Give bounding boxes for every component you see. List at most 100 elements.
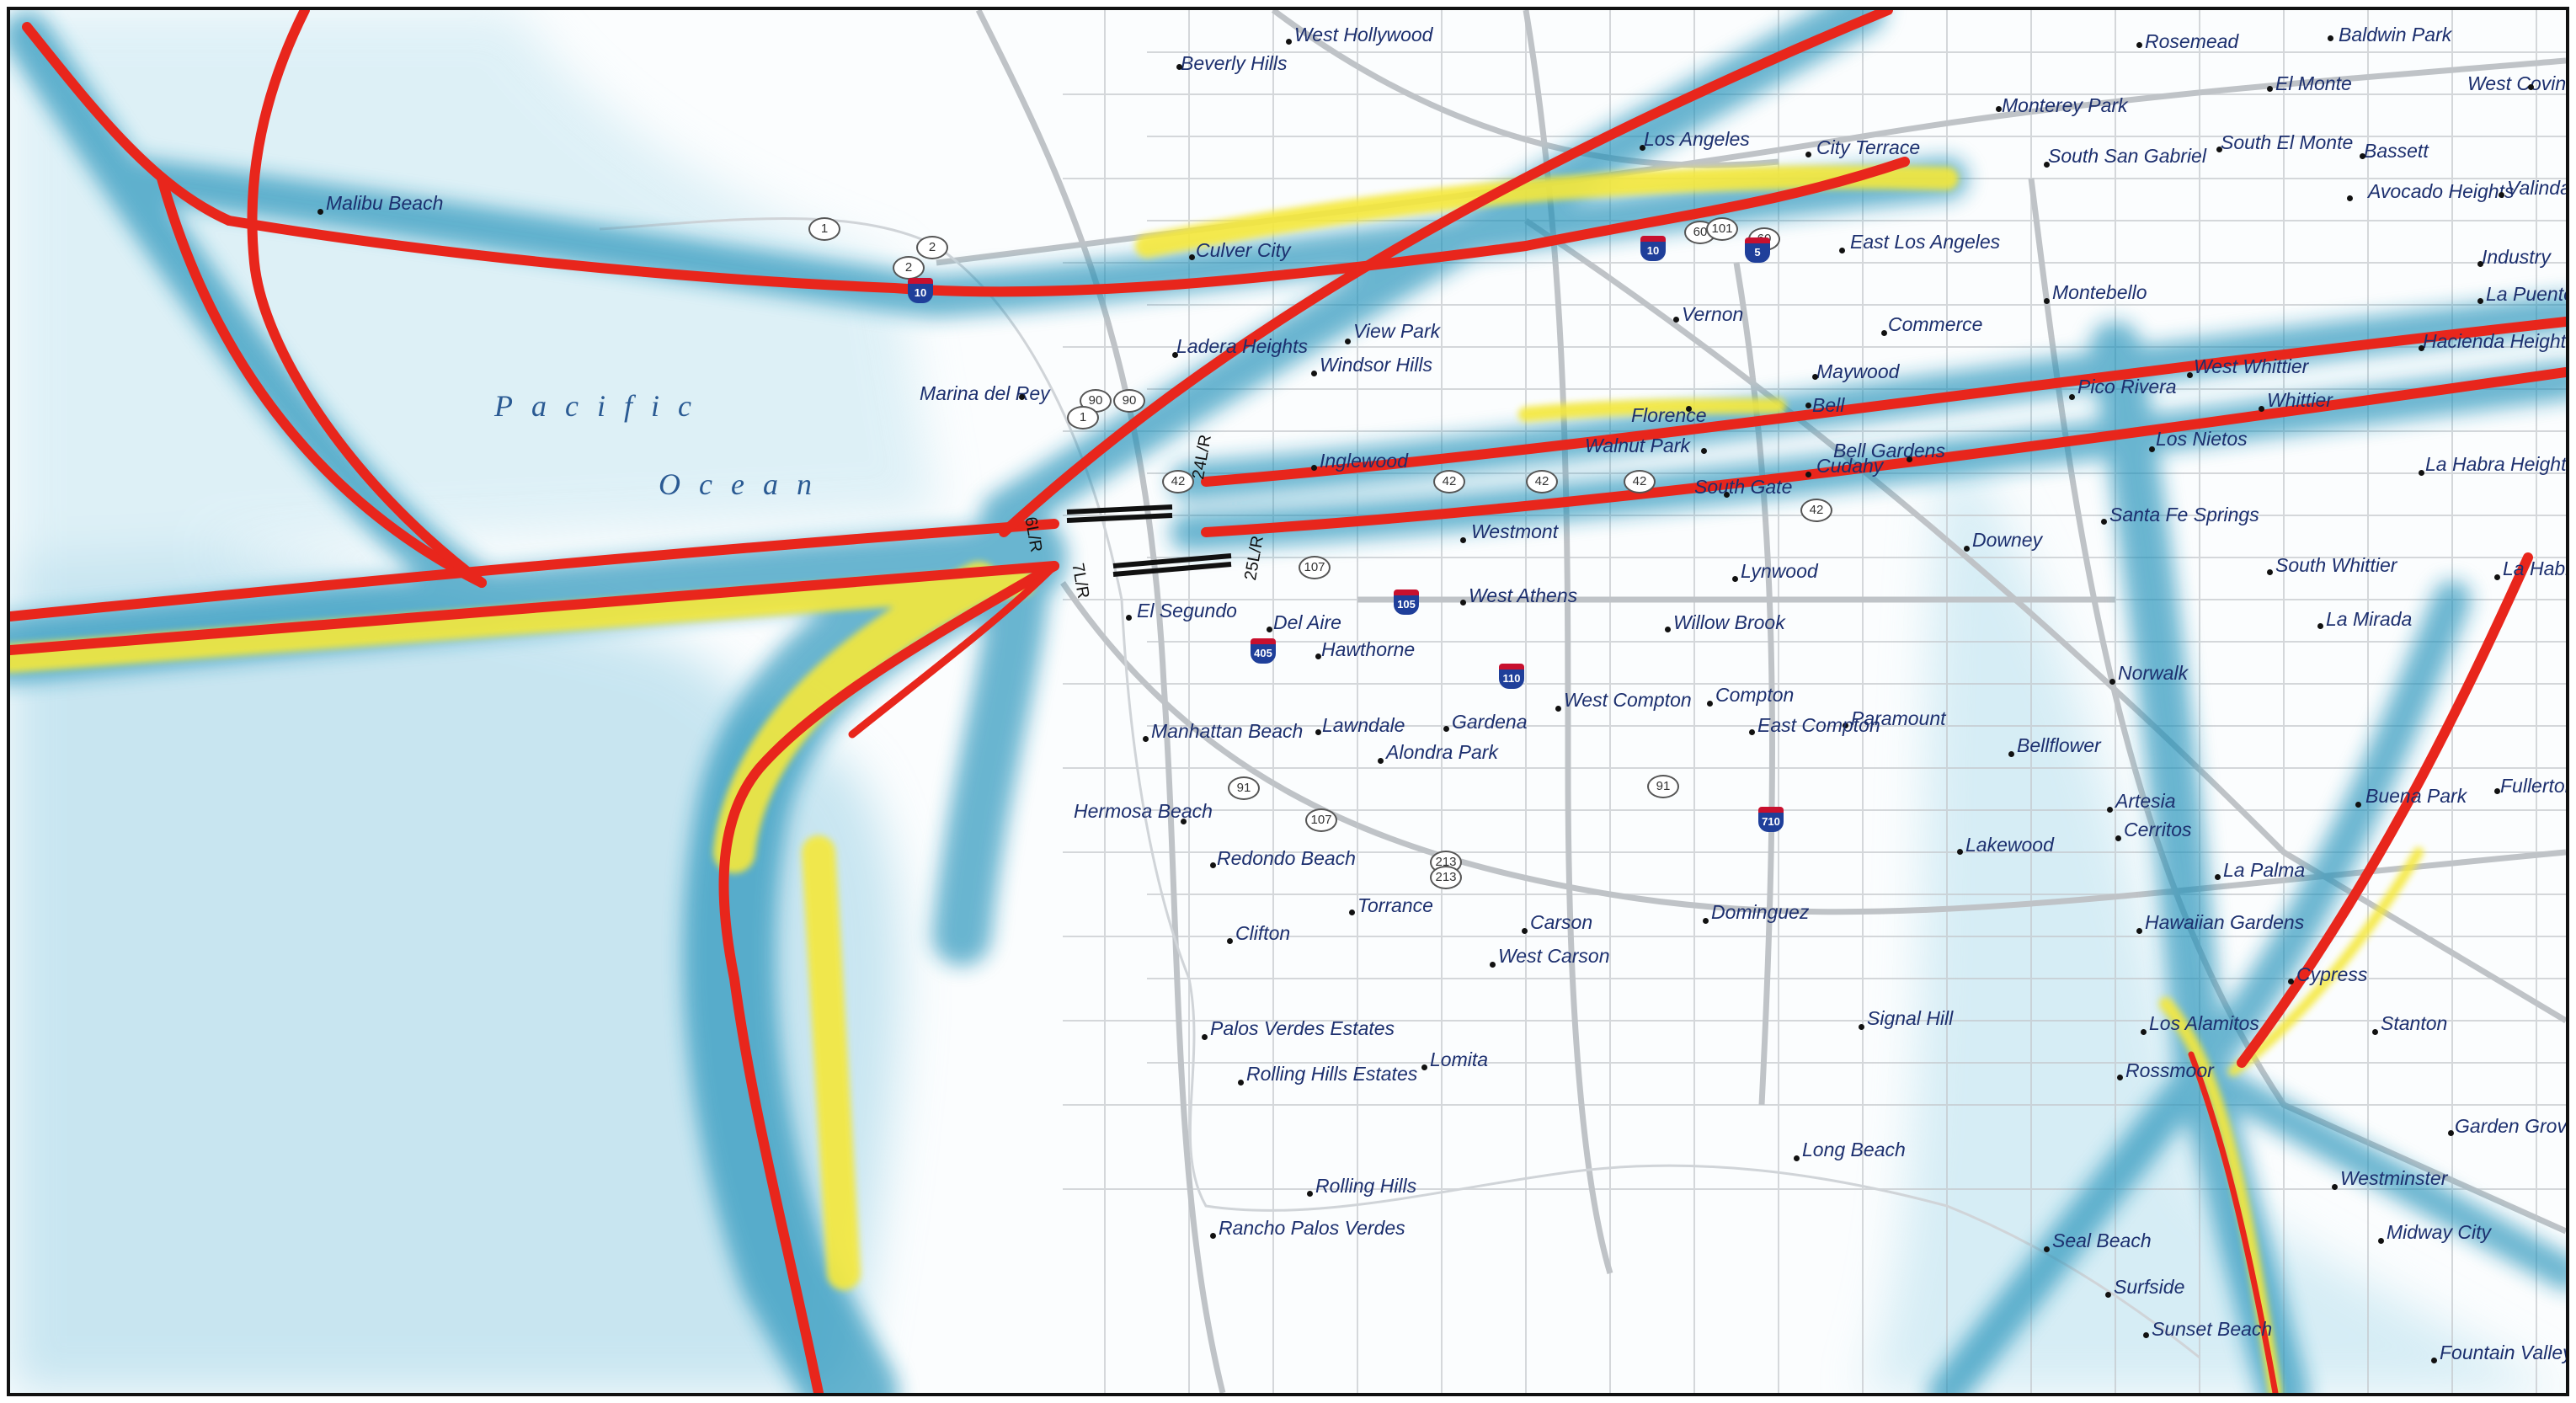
state-route-shield: 90 — [1113, 389, 1145, 413]
city-marker-dot — [1460, 600, 1466, 605]
city-label: La Mirada — [2326, 608, 2413, 630]
city-marker-dot — [1964, 546, 1970, 552]
state-route-shield: 107 — [1299, 556, 1331, 579]
city-label: View Park — [1353, 320, 1441, 342]
city-label: South San Gabriel — [2048, 145, 2206, 167]
city-label: Cudahy — [1816, 455, 1884, 477]
city-marker-dot — [1957, 849, 1963, 855]
city-marker-dot — [1443, 726, 1449, 732]
interstate-number: 110 — [1499, 669, 1524, 689]
state-route-shield: 213 — [1430, 866, 1462, 889]
city-marker-dot — [1210, 1233, 1216, 1239]
map-frame: Pacific Ocean 6L/R 24L/R 7L/R 25L/R West… — [7, 7, 2569, 1396]
city-marker-dot — [1805, 152, 1811, 157]
city-label: Downey — [1972, 529, 2043, 551]
city-marker-dot — [2101, 519, 2107, 525]
city-label: West Carson — [1498, 945, 1610, 967]
city-label: Midway City — [2387, 1221, 2491, 1243]
city-label: Walnut Park — [1585, 435, 1690, 456]
city-label: South Gate — [1694, 476, 1793, 498]
city-marker-dot — [2419, 345, 2424, 351]
city-label: West Whittier — [2194, 355, 2309, 377]
city-label: Long Beach — [1802, 1139, 1906, 1160]
city-marker-dot — [2431, 1358, 2437, 1363]
state-route-shield: 101 — [1706, 217, 1738, 241]
city-label: Rolling Hills Estates — [1246, 1063, 1418, 1085]
city-marker-dot — [1345, 339, 1351, 344]
city-marker-dot — [1189, 254, 1195, 260]
city-marker-dot — [1707, 701, 1713, 707]
interstate-number: 405 — [1251, 644, 1276, 664]
city-label: East Compton — [1757, 714, 1880, 736]
city-marker-dot — [2448, 1130, 2454, 1136]
city-marker-dot — [1805, 403, 1811, 408]
city-marker-dot — [2109, 679, 2115, 685]
ocean-density-haze — [10, 10, 2566, 1393]
coastline — [599, 217, 2200, 1359]
state-route-shield: 91 — [1647, 775, 1679, 798]
city-marker-dot — [1172, 352, 1178, 358]
city-label: Los Nietos — [2156, 428, 2248, 450]
city-marker-dot — [1794, 1155, 1800, 1161]
city-marker-dot — [2044, 1246, 2050, 1252]
city-label: Garden Grove — [2455, 1115, 2569, 1137]
city-label: Cerritos — [2124, 819, 2192, 840]
city-label: Bellflower — [2017, 734, 2101, 756]
city-marker-dot — [1724, 492, 1730, 498]
city-marker-dot — [1227, 938, 1233, 944]
city-marker-dot — [1673, 317, 1679, 323]
city-marker-dot — [2105, 1292, 2111, 1298]
city-label: Beverly Hills — [1181, 52, 1288, 74]
city-label: Lawndale — [1322, 714, 1405, 736]
flight-tracks-high-density — [10, 10, 2566, 1393]
city-label: Cypress — [2296, 963, 2368, 985]
interstate-number: 710 — [1758, 813, 1784, 832]
city-label: La Palma — [2223, 859, 2306, 881]
city-marker-dot — [2143, 1332, 2149, 1338]
city-marker-dot — [1238, 1080, 1244, 1086]
ocean-label-ocean: Ocean — [659, 467, 830, 501]
city-label: South Whittier — [2275, 554, 2397, 576]
city-label: Bell — [1812, 394, 1845, 416]
city-label: West Hollywood — [1294, 24, 1433, 45]
state-route-shield: 2 — [893, 256, 925, 280]
city-marker-dot — [2372, 1029, 2378, 1035]
ocean-label-pacific: Pacific — [494, 389, 710, 423]
city-marker-dot — [2044, 298, 2050, 304]
city-label: Hacienda Heights — [2423, 330, 2569, 352]
city-marker-dot — [2115, 835, 2121, 841]
interstate-number: 105 — [1394, 595, 1419, 615]
city-marker-dot — [2044, 162, 2050, 168]
city-marker-dot — [2069, 394, 2075, 400]
state-route-shield: 42 — [1624, 470, 1656, 493]
city-label: La Puente — [2486, 283, 2569, 305]
state-route-shield: 2 — [916, 236, 948, 259]
city-marker-dot — [2494, 574, 2500, 580]
city-label: Seal Beach — [2052, 1230, 2152, 1251]
city-label: Pico Rivera — [2077, 376, 2177, 397]
city-label: Gardena — [1452, 711, 1528, 733]
city-label: Lynwood — [1741, 560, 1818, 582]
city-marker-dot — [1315, 729, 1321, 735]
city-label: Redondo Beach — [1217, 847, 1356, 869]
city-marker-dot — [1421, 1064, 1427, 1070]
city-marker-dot — [2347, 195, 2353, 201]
state-route-shield: 42 — [1800, 499, 1832, 522]
city-label: Hawaiian Gardens — [2145, 911, 2305, 933]
city-label: Montebello — [2052, 281, 2147, 303]
city-marker-dot — [1996, 106, 2002, 112]
city-marker-dot — [2136, 42, 2142, 48]
city-marker-dot — [1286, 39, 1292, 45]
city-label: Sunset Beach — [2152, 1318, 2273, 1340]
city-label: El Segundo — [1137, 600, 1237, 621]
city-marker-dot — [1210, 862, 1216, 868]
city-label: Torrance — [1357, 894, 1433, 916]
city-label: Paramount — [1851, 707, 1946, 729]
city-marker-dot — [2499, 192, 2504, 198]
city-label: Windsor Hills — [1320, 354, 1432, 376]
city-label: Artesia — [2115, 790, 2176, 812]
city-marker-dot — [1640, 145, 1645, 151]
city-label: Palos Verdes Estates — [1210, 1017, 1395, 1039]
city-marker-dot — [2477, 298, 2483, 304]
city-marker-dot — [1378, 758, 1384, 764]
